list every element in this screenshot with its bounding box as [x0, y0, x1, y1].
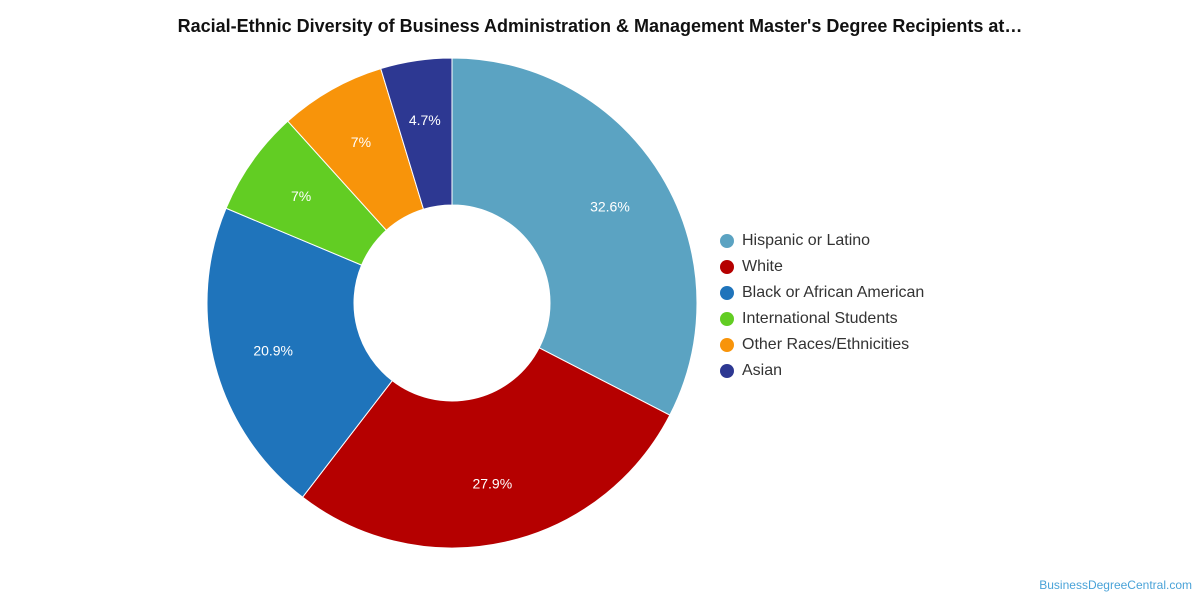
legend-label: Hispanic or Latino [742, 232, 871, 249]
legend-label: White [742, 258, 783, 275]
legend-swatch [720, 364, 734, 378]
slice-asian[interactable] [380, 57, 453, 210]
legend-label: Black or African American [742, 284, 925, 301]
legend-item[interactable]: International Students [720, 306, 924, 332]
chart-legend: Hispanic or Latino White Black or African … [720, 228, 924, 384]
slice-data-label: 32.6% [590, 199, 630, 215]
slice-data-label: 7% [291, 188, 311, 204]
legend-item[interactable]: White [720, 254, 924, 280]
legend-label: Other Races/Ethnicities [742, 336, 910, 353]
legend-swatch [720, 234, 734, 248]
slice-hispanic-or-latino[interactable] [451, 57, 698, 416]
legend-label: International Students [742, 310, 898, 327]
legend-item[interactable]: Other Races/Ethnicities [720, 332, 924, 358]
legend-item[interactable]: Hispanic or Latino [720, 228, 924, 254]
legend-swatch [720, 338, 734, 352]
legend-item[interactable]: Black or African American [720, 280, 924, 306]
site-watermark[interactable]: BusinessDegreeCentral.com [1039, 578, 1192, 592]
slice-data-label: 7% [351, 134, 371, 150]
slice-data-label: 27.9% [472, 476, 512, 492]
slice-white[interactable] [301, 347, 671, 549]
legend-swatch [720, 312, 734, 326]
slice-data-label: 20.9% [253, 342, 293, 358]
slice-data-label: 4.7% [409, 112, 441, 128]
chart-title: Racial-Ethnic Diversity of Business Admi… [177, 16, 1023, 36]
legend-label: Asian [742, 362, 783, 379]
legend-item[interactable]: Asian [720, 358, 924, 384]
legend-swatch [720, 260, 734, 274]
legend-swatch [720, 286, 734, 300]
slice-black-or-african-american[interactable] [206, 207, 393, 498]
